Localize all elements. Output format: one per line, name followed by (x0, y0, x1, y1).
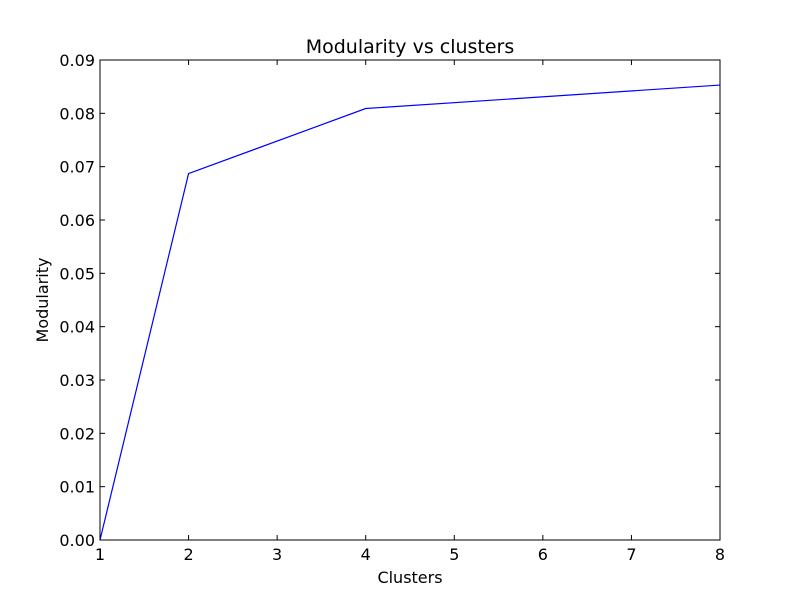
x-axis-label: Clusters (377, 568, 442, 587)
y-tick-label: 0.03 (59, 371, 95, 390)
y-tick-label: 0.06 (59, 211, 95, 230)
y-tick-label: 0.07 (59, 158, 95, 177)
x-tick-label: 2 (183, 545, 193, 564)
x-tick-label: 7 (626, 545, 636, 564)
x-tick-label: 1 (95, 545, 105, 564)
y-tick-label: 0.01 (59, 478, 95, 497)
y-tick-label: 0.04 (59, 318, 95, 337)
y-tick-label: 0.05 (59, 264, 95, 283)
x-tick-label: 3 (272, 545, 282, 564)
plot-area (99, 59, 721, 541)
series-layer (99, 84, 721, 541)
y-tick-labels: 0.00 0.01 0.02 0.03 0.04 0.05 0.06 0.07 0.08 0.09 (59, 51, 95, 550)
y-axis-label: Modularity (33, 258, 52, 343)
plot-background (100, 60, 720, 540)
x-tick-label: 5 (449, 545, 459, 564)
x-tick-labels: 1 2 3 4 5 6 7 8 (95, 545, 725, 564)
y-tick-label: 0.09 (59, 51, 95, 70)
y-tick-label: 0.08 (59, 104, 95, 123)
y-tick-label: 0.00 (59, 531, 95, 550)
chart-title: Modularity vs clusters (306, 36, 515, 58)
x-tick-label: 4 (361, 545, 371, 564)
x-tick-label: 8 (715, 545, 725, 564)
plot-frame (99, 59, 721, 541)
y-tick-label: 0.02 (59, 424, 95, 443)
series-line-0 (99, 84, 721, 541)
x-tick-label: 6 (538, 545, 548, 564)
